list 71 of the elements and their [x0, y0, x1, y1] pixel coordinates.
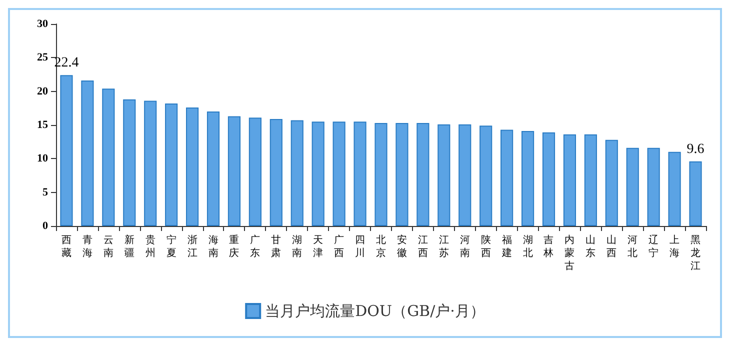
- bar: [563, 134, 576, 226]
- bar: [228, 116, 241, 226]
- x-tick-label: 浙江: [187, 234, 198, 259]
- bar: [290, 120, 304, 226]
- bar: [374, 122, 388, 226]
- bar: [60, 75, 73, 226]
- bar: [689, 161, 702, 226]
- x-tick-label: 广西: [334, 234, 344, 259]
- bar: [626, 148, 639, 226]
- bar: [332, 122, 346, 226]
- bar: [270, 118, 282, 226]
- x-tick-label: 甘肃: [271, 234, 282, 259]
- x-tick-label: 吉林: [542, 234, 554, 259]
- bar: [605, 140, 618, 226]
- x-tick-label: 海南: [208, 234, 218, 259]
- x-tick-label: 陕西: [480, 234, 491, 259]
- x-tick-label: 重庆: [229, 234, 240, 259]
- bar: [668, 152, 681, 226]
- bar: [312, 122, 324, 226]
- bar: [647, 148, 660, 226]
- x-tick-label: 江苏: [438, 234, 449, 259]
- x-tick-label: 云南: [103, 235, 114, 259]
- x-tick-label: 青海: [82, 234, 92, 259]
- y-tick-label: 30: [37, 18, 48, 30]
- bar: [354, 122, 366, 226]
- bar: [206, 112, 220, 226]
- bar: [396, 122, 408, 226]
- x-tick-label: 江西: [418, 234, 428, 259]
- y-tick-label: 20: [37, 85, 48, 98]
- x-tick-label: 四川: [355, 235, 366, 259]
- x-tick-label: 西藏: [61, 235, 72, 259]
- x-tick-label: 新疆: [124, 234, 134, 259]
- x-tick-label: 山西: [606, 234, 617, 259]
- x-tick-label: 贵州: [145, 234, 156, 259]
- bar: [102, 88, 115, 226]
- x-tick-label: 天津: [313, 235, 324, 259]
- y-tick-label: 10: [37, 152, 48, 165]
- bar: [416, 122, 430, 226]
- bar: [248, 118, 262, 226]
- data-label: 9.6: [686, 142, 704, 157]
- bar: [480, 126, 492, 226]
- bar: [542, 132, 556, 226]
- bar: [81, 80, 94, 226]
- bar: [144, 100, 157, 226]
- bar: [438, 124, 450, 226]
- x-tick-label: 河北: [628, 234, 638, 259]
- y-tick-label: 5: [42, 186, 48, 198]
- bar: [165, 103, 178, 226]
- y-tick-label: 0: [42, 220, 48, 232]
- legend-label: 当月户均流量DOU（GB/户·月）: [265, 302, 485, 320]
- x-tick-label: 河南: [460, 234, 470, 259]
- x-tick-label: 福建: [500, 234, 512, 259]
- x-tick-label: 湖北: [522, 234, 533, 259]
- x-tick-label: 广东: [250, 234, 260, 259]
- y-tick-label: 15: [37, 119, 48, 131]
- bar: [123, 99, 136, 226]
- bar: [500, 130, 514, 226]
- x-tick-label: 上海: [670, 234, 680, 259]
- x-tick-label: 黑龙江: [690, 235, 701, 272]
- y-tick-label: 25: [37, 52, 48, 64]
- x-tick-label: 安徽: [396, 234, 407, 259]
- bar: [584, 134, 597, 226]
- x-tick-label: 辽宁: [648, 234, 659, 259]
- x-tick-label: 北京: [376, 234, 386, 259]
- x-tick-label: 湖南: [292, 234, 302, 259]
- bar: [521, 131, 534, 226]
- bar: [186, 107, 199, 226]
- x-tick-label: 山东: [586, 234, 596, 259]
- bar: [458, 124, 472, 226]
- x-tick-label: 宁夏: [166, 234, 176, 259]
- x-tick-label: 内蒙古: [564, 234, 575, 272]
